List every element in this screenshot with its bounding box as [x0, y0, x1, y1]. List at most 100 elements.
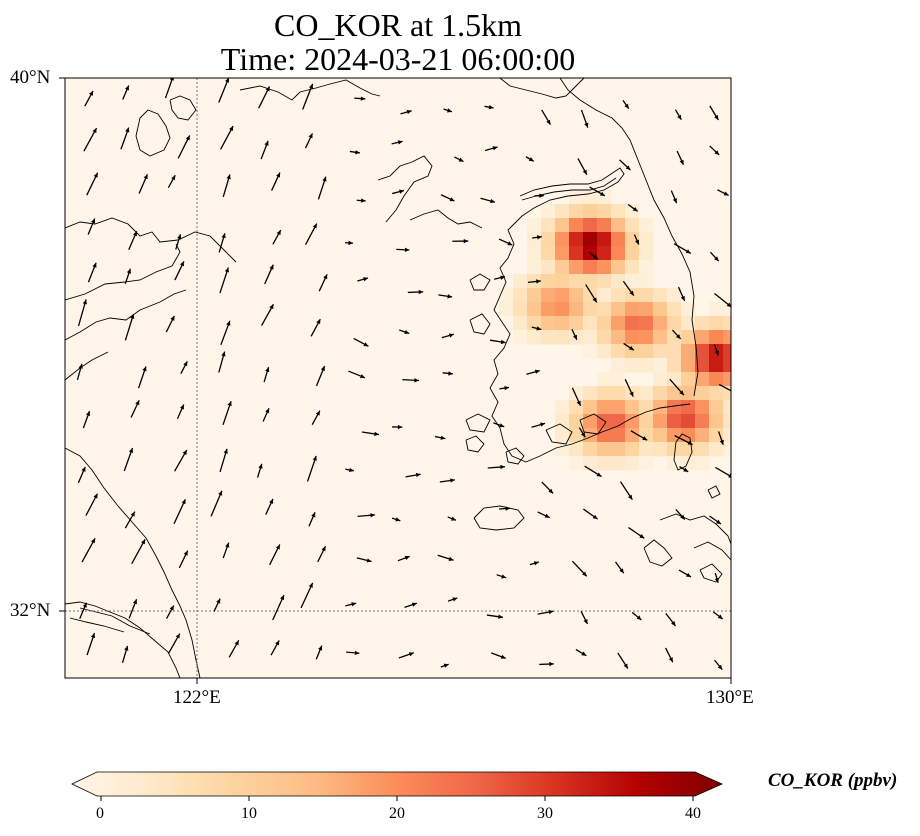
- heat-cell: [569, 400, 584, 415]
- heat-cell: [625, 400, 640, 415]
- wind-arrow: [178, 550, 189, 569]
- heat-cell: [597, 316, 612, 331]
- wind-arrow: [709, 105, 719, 121]
- heat-cell: [667, 288, 682, 303]
- heat-cell: [723, 344, 731, 359]
- wind-arrow: [583, 508, 599, 520]
- heat-cell: [527, 218, 542, 233]
- wind-arrow: [675, 509, 686, 521]
- heat-cell: [555, 204, 570, 219]
- heat-cell: [583, 386, 598, 401]
- heat-cell: [527, 260, 542, 275]
- heat-cell: [611, 246, 626, 261]
- wind-arrow: [306, 455, 317, 482]
- heat-cell: [597, 442, 612, 457]
- heat-cell: [611, 288, 626, 303]
- heat-cell: [611, 232, 626, 247]
- wind-arrow: [434, 435, 446, 440]
- wind-arrow: [585, 284, 598, 303]
- colorbar: [71, 771, 723, 797]
- heat-cell: [555, 400, 570, 415]
- heat-cell: [667, 316, 682, 331]
- heat-cell: [583, 204, 598, 219]
- wind-arrow: [489, 339, 506, 345]
- wind-arrow: [480, 197, 496, 204]
- heat-cell: [611, 344, 626, 359]
- heat-cell: [709, 414, 724, 429]
- wind-arrow: [539, 661, 554, 667]
- wind-arrow: [541, 109, 552, 126]
- wind-arrow: [84, 90, 94, 107]
- heat-cell: [597, 400, 612, 415]
- wind-arrow: [210, 490, 223, 517]
- heat-cell: [597, 344, 612, 359]
- heat-cell: [569, 456, 584, 471]
- wind-arrow: [308, 512, 316, 527]
- heat-cell: [611, 260, 626, 275]
- heat-cell: [653, 414, 668, 429]
- heat-cell: [513, 288, 528, 303]
- heat-cell: [611, 442, 626, 457]
- wind-arrow: [348, 370, 366, 379]
- wind-arrow: [622, 100, 630, 109]
- heat-cell: [653, 344, 668, 359]
- lat-label-40n: 40°N: [10, 67, 51, 88]
- wind-arrow: [256, 463, 263, 478]
- heat-cell: [639, 428, 654, 443]
- wind-arrow: [537, 511, 550, 519]
- heat-cell: [611, 218, 626, 233]
- wind-arrow: [717, 431, 724, 446]
- heat-cell: [667, 456, 682, 471]
- heat-cell: [667, 330, 682, 345]
- heat-cell: [695, 316, 710, 331]
- wind-arrow: [76, 363, 83, 381]
- wind-arrow: [315, 365, 326, 387]
- colorbar-label: CO_KOR (ppbv): [768, 770, 898, 791]
- wind-arrow: [173, 449, 188, 472]
- wind-arrow: [79, 602, 88, 619]
- heat-cell: [695, 442, 710, 457]
- heat-cell: [625, 274, 640, 289]
- wind-arrow: [402, 378, 419, 383]
- wind-arrow: [677, 286, 686, 302]
- heat-cell: [639, 232, 654, 247]
- wind-arrow: [718, 383, 731, 392]
- wind-arrow: [272, 229, 282, 245]
- wind-arrow: [447, 516, 457, 521]
- wind-arrow: [713, 344, 719, 356]
- wind-arrow: [454, 156, 464, 163]
- heat-cell: [709, 442, 724, 457]
- heat-cell: [611, 274, 626, 289]
- wind-arrow: [709, 145, 720, 156]
- wind-arrow: [167, 174, 176, 189]
- wind-arrow: [669, 378, 685, 396]
- wind-arrow: [589, 252, 599, 260]
- heat-cell: [639, 274, 654, 289]
- heat-cell: [569, 218, 584, 233]
- heat-cell: [583, 330, 598, 345]
- wind-arrow: [440, 194, 455, 202]
- wind-arrow: [304, 223, 318, 246]
- wind-arrow: [717, 189, 729, 196]
- wind-arrow: [218, 233, 226, 253]
- heat-cell: [541, 232, 556, 247]
- wind-arrow: [311, 410, 321, 425]
- heat-cell: [653, 428, 668, 443]
- wind-arrow: [498, 238, 513, 246]
- wind-arrow: [391, 140, 403, 145]
- wind-arrow: [82, 410, 91, 429]
- heat-cell: [709, 330, 724, 345]
- lon-label-130e: 130°E: [706, 687, 754, 708]
- wind-arrow: [349, 150, 360, 155]
- wind-arrow: [441, 333, 455, 339]
- wind-arrow: [447, 597, 458, 602]
- wind-arrow: [633, 234, 640, 245]
- heat-cell: [681, 330, 696, 345]
- heat-cell: [639, 330, 654, 345]
- heat-cell: [597, 246, 612, 261]
- wind-arrow: [122, 85, 130, 100]
- wind-arrow: [345, 467, 354, 473]
- wind-arrow: [317, 176, 327, 200]
- heat-cell: [723, 316, 731, 331]
